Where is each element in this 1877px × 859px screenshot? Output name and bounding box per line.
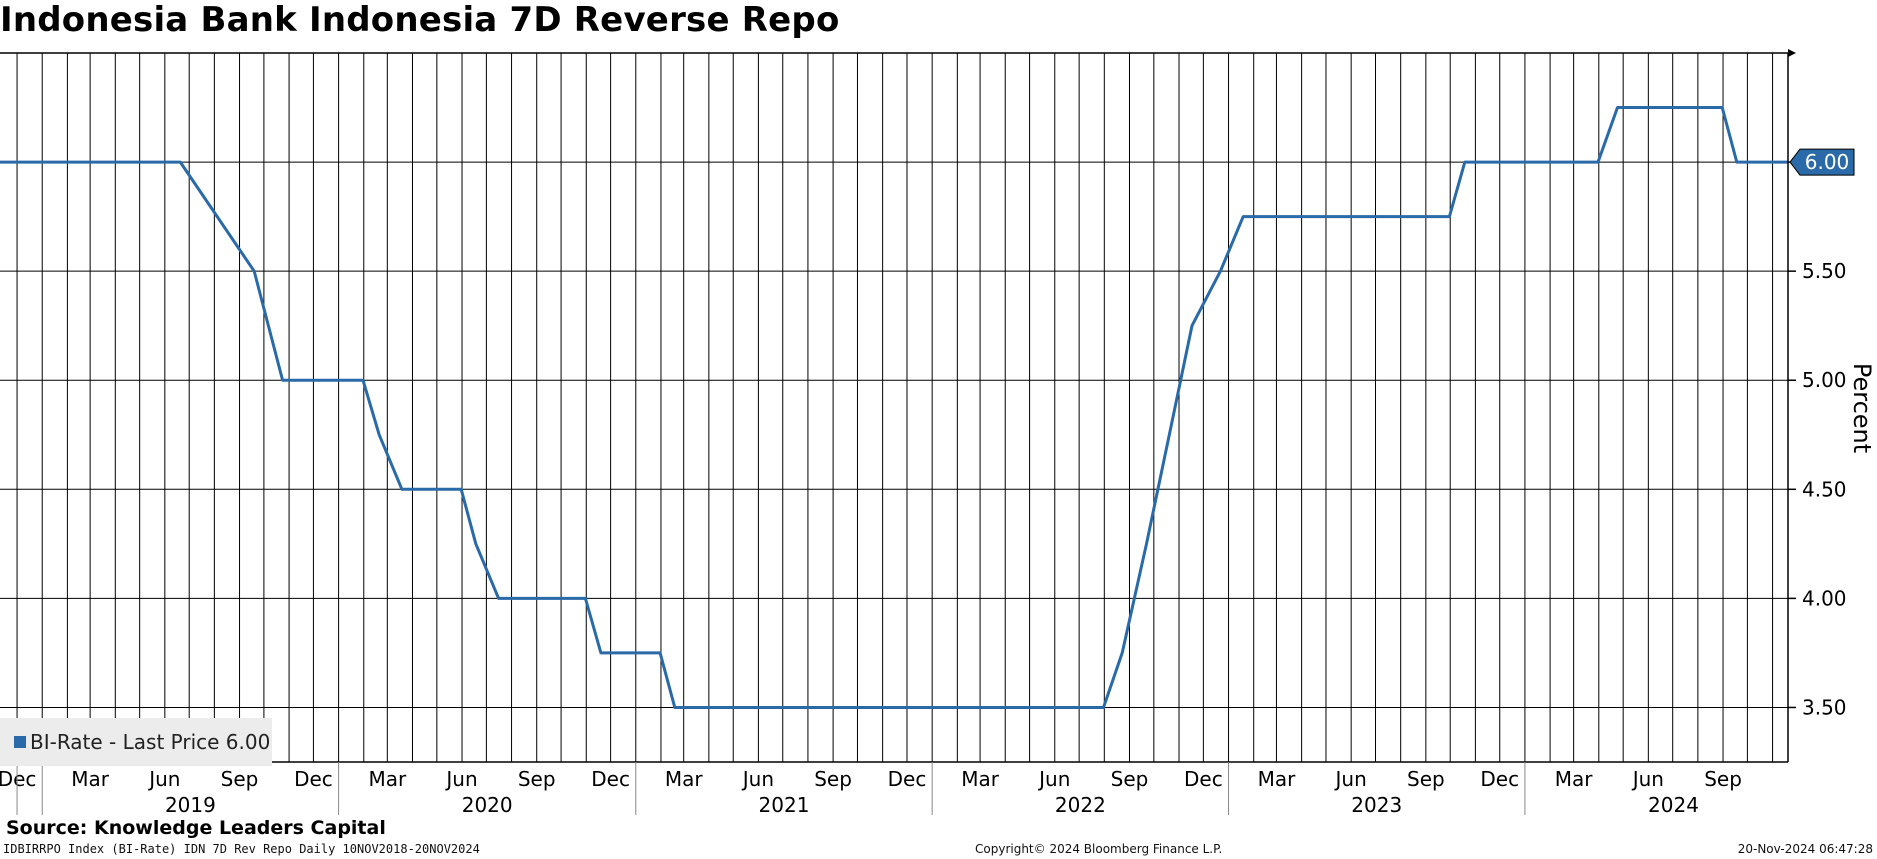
x-tick-label: Dec (0, 767, 36, 791)
x-tick-label: Dec (294, 767, 333, 791)
x-tick-label: Mar (71, 767, 110, 791)
legend-label: BI-Rate - Last Price 6.00 (30, 730, 271, 754)
x-tick-label: Dec (591, 767, 630, 791)
x-tick-label: Mar (1555, 767, 1594, 791)
x-tick-label: Jun (1631, 767, 1664, 791)
footer-timestamp: 20-Nov-2024 06:47:28 (1737, 842, 1873, 856)
y-tick-label: 5.50 (1802, 259, 1847, 283)
x-year-label: 2024 (1648, 793, 1699, 817)
last-value-marker (1789, 148, 1855, 176)
axis-layer: 3.50 4.00 4.50 5.00 5.50 6.00 Percent Dec Mar Jun… (0, 49, 1876, 817)
footer-copyright: Copyright© 2024 Bloomberg Finance L.P. (975, 842, 1223, 856)
x-tick-label: Jun (147, 767, 180, 791)
x-tick-label: Dec (1184, 767, 1223, 791)
footer-ticker: IDBIRRPO Index (BI-Rate) IDN 7D Rev Repo… (3, 842, 480, 856)
x-tick-label: Jun (1037, 767, 1070, 791)
x-tick-label: Dec (888, 767, 927, 791)
series-line (0, 106, 1788, 709)
y-tick-label: 4.50 (1802, 477, 1847, 501)
y-tick-label: 4.00 (1802, 586, 1847, 610)
x-tick-label: Sep (1111, 767, 1149, 791)
last-value-label: 6.00 (1805, 150, 1850, 174)
legend-swatch (14, 736, 26, 748)
x-year-label: 2022 (1055, 793, 1106, 817)
x-tick-label: Mar (1258, 767, 1297, 791)
x-tick-label: Jun (1334, 767, 1367, 791)
chart-grid (0, 53, 1788, 762)
x-tick-label: Jun (741, 767, 774, 791)
y-tick-label: 5.00 (1802, 368, 1847, 392)
x-tick-label: Sep (518, 767, 556, 791)
x-tick-label: Sep (1407, 767, 1445, 791)
y-axis-label: Percent (1848, 363, 1876, 453)
x-tick-label: Sep (1704, 767, 1742, 791)
legend: BI-Rate - Last Price 6.00 (0, 718, 272, 766)
x-tick-label: Mar (961, 767, 1000, 791)
y-tick-label: 3.50 (1802, 695, 1847, 719)
x-year-label: 2019 (165, 793, 216, 817)
x-year-label: 2023 (1351, 793, 1402, 817)
x-tick-label: Sep (221, 767, 259, 791)
chart-title: Indonesia Bank Indonesia 7D Reverse Repo (0, 0, 840, 40)
x-tick-label: Sep (814, 767, 852, 791)
x-year-label: 2020 (462, 793, 513, 817)
series-layer (0, 106, 1788, 709)
x-tick-label: Mar (368, 767, 407, 791)
x-tick-label: Dec (1480, 767, 1519, 791)
x-tick-label: Mar (665, 767, 704, 791)
x-year-label: 2021 (759, 793, 810, 817)
x-tick-label: Jun (444, 767, 477, 791)
source-note: Source: Knowledge Leaders Capital (6, 817, 386, 839)
axis-arrow (1788, 49, 1796, 57)
